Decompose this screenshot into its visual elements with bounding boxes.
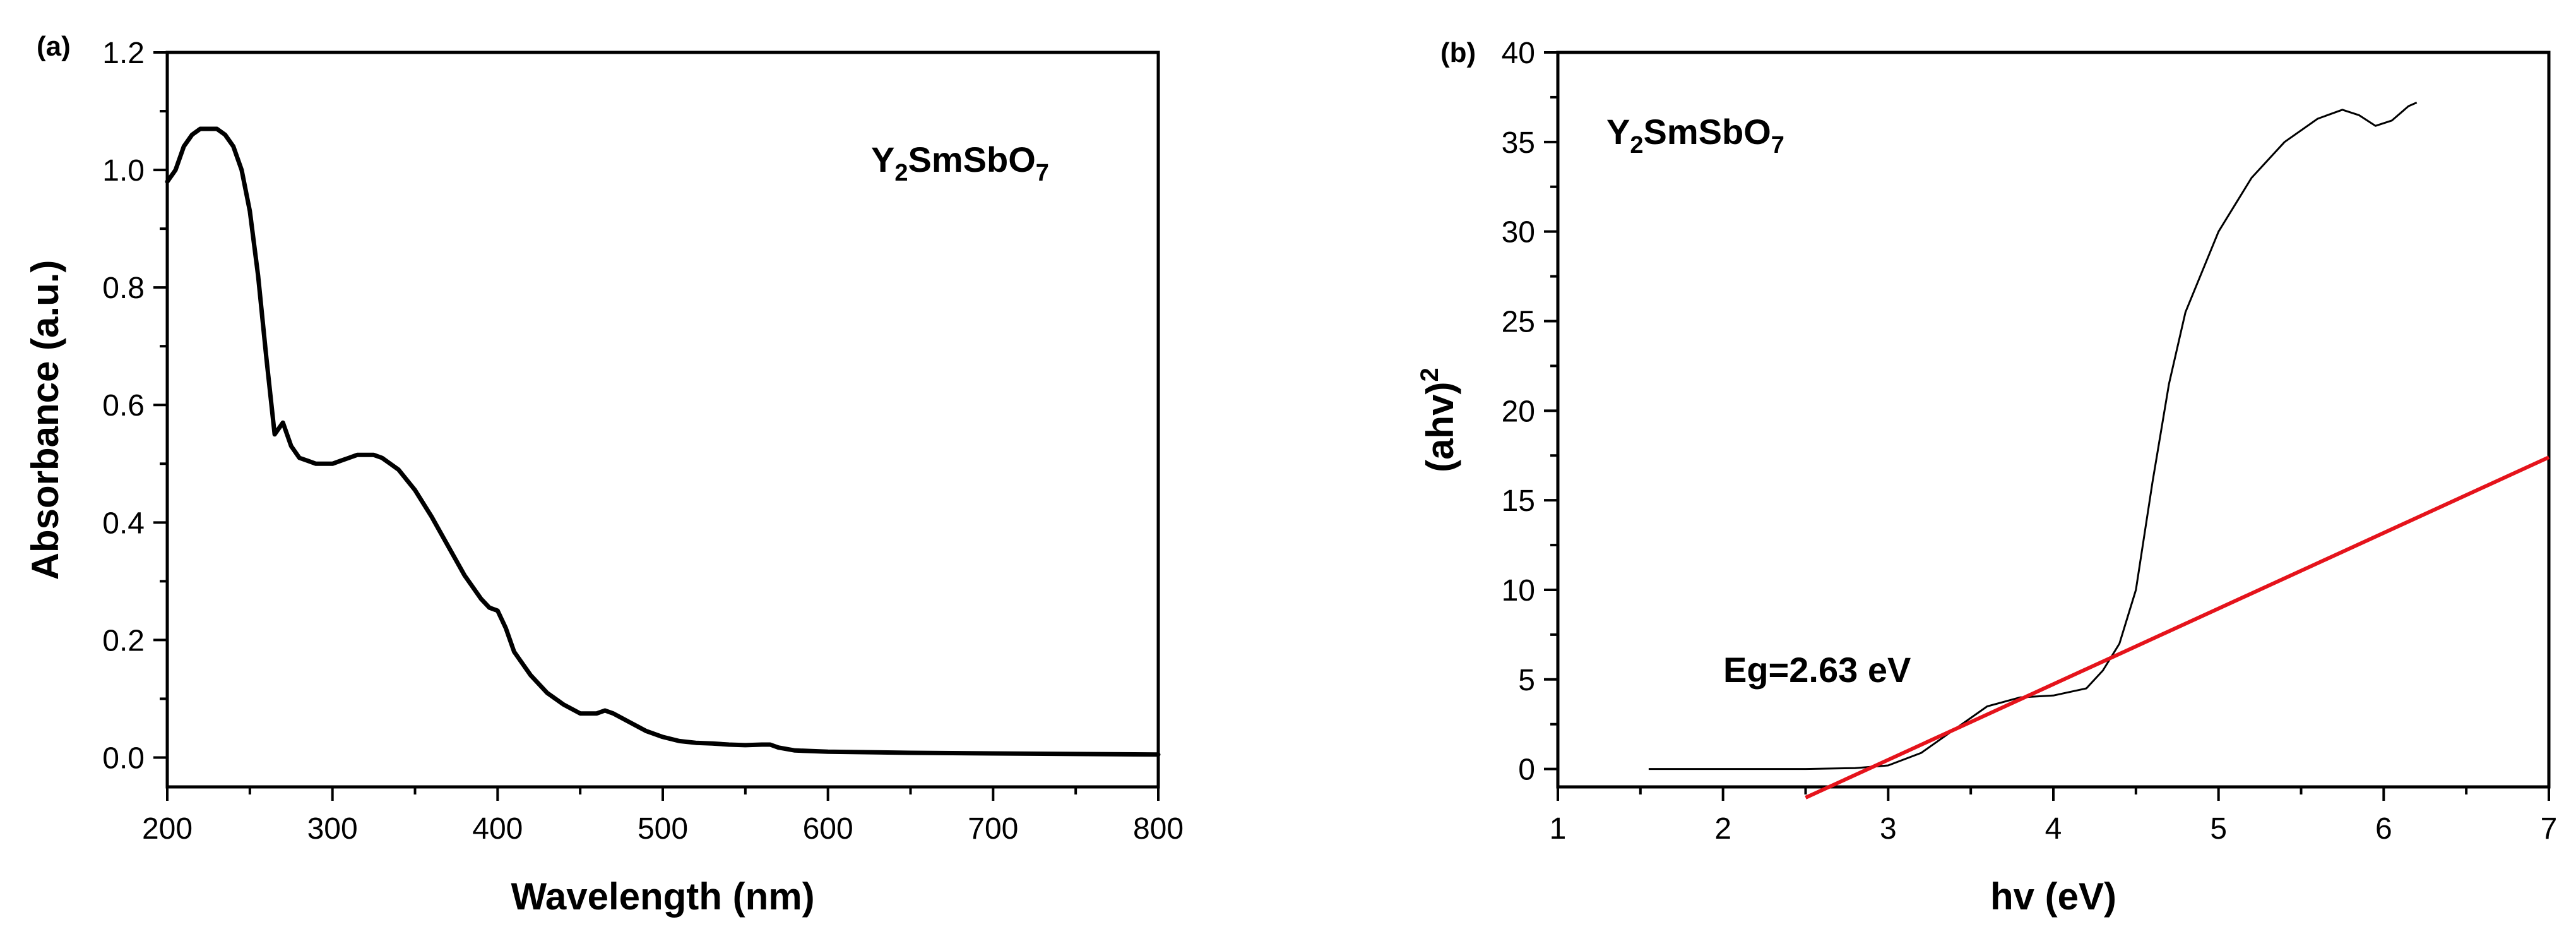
y-tick-label: 5 (1518, 664, 1535, 697)
compound-annotation: Y2SmSbO7 (871, 140, 1049, 186)
y-tick-label: 0 (1518, 753, 1535, 787)
annotation-sub-2: 2 (894, 160, 908, 186)
x-axis-label: Wavelength (nm) (511, 875, 814, 918)
bandgap-label: Eg=2.63 eV (1723, 650, 1911, 690)
y-tick-label: 0.0 (102, 741, 145, 775)
y-tick-label: 0.2 (102, 624, 145, 657)
y-tick-label: 0.6 (102, 389, 145, 423)
compound-annotation: Y2SmSbO7 (1606, 112, 1784, 159)
annotation-sub-2: 2 (1630, 132, 1643, 159)
panel-b-tauc-plot: 1 2 3 4 5 6 7 0 5 10 15 20 25 30 35 40 (b) hv (eV) (ah… (1416, 37, 2557, 918)
x-tick-label: 4 (2045, 812, 2062, 846)
x-tick-label: 6 (2375, 812, 2392, 846)
plot-frame (1556, 51, 2551, 789)
y-axis-label: Absorbance (a.u.) (24, 260, 66, 580)
x-tick-label: 700 (968, 812, 1018, 846)
annotation-sub-7: 7 (1036, 160, 1049, 186)
x-tick-label: 300 (307, 812, 358, 846)
x-tick-label: 2 (1714, 812, 1731, 846)
annotation-y: Y (871, 140, 894, 179)
x-tick-label: 5 (2210, 812, 2227, 846)
x-tick-label: 3 (1880, 812, 1897, 846)
annotation-y: Y (1606, 112, 1630, 152)
panel-label: (a) (37, 31, 71, 62)
annotation-main: SmSbO (908, 140, 1036, 179)
bandgap-fit-line (1805, 455, 2550, 800)
x-axis-ticks: 1 2 3 4 5 6 7 (1550, 787, 2558, 846)
y-tick-label: 25 (1502, 305, 1535, 339)
y-axis-label: (ahv)2 (1416, 368, 1461, 472)
y-axis-label-text: (ahv) (1419, 381, 1461, 472)
y-axis-ticks: 0.0 0.2 0.4 0.6 0.8 1.0 1.2 (102, 37, 167, 775)
annotation-sub-7: 7 (1771, 132, 1784, 159)
x-tick-label: 1 (1550, 812, 1567, 846)
x-tick-label: 400 (472, 812, 523, 846)
tauc-curve (1648, 102, 2418, 770)
panel-label: (b) (1440, 37, 1476, 68)
y-tick-label: 1.0 (102, 154, 145, 188)
y-tick-label: 40 (1502, 37, 1535, 70)
x-axis-ticks: 200 300 400 500 600 700 800 (142, 787, 1184, 846)
y-tick-label: 0.8 (102, 272, 145, 305)
y-tick-label: 15 (1502, 484, 1535, 518)
x-axis-label: hv (eV) (1990, 875, 2116, 918)
x-tick-label: 800 (1133, 812, 1184, 846)
y-tick-label: 0.4 (102, 506, 145, 540)
y-axis-label-superscript: 2 (1416, 368, 1444, 381)
x-tick-label: 200 (142, 812, 193, 846)
absorbance-curve (165, 126, 1161, 757)
x-tick-label: 500 (638, 812, 688, 846)
annotation-main: SmSbO (1644, 112, 1771, 152)
y-tick-label: 30 (1502, 216, 1535, 249)
y-tick-label: 10 (1502, 574, 1535, 608)
y-tick-label: 35 (1502, 126, 1535, 160)
x-tick-label: 7 (2541, 812, 2558, 846)
panel-a-absorbance-chart: 200 300 400 500 600 700 800 0.0 0.2 0.4 0.6 0.8 1.0… (24, 31, 1184, 918)
y-tick-label: 1.2 (102, 37, 145, 70)
y-tick-label: 20 (1502, 395, 1535, 428)
x-tick-label: 600 (803, 812, 853, 846)
y-axis-ticks: 0 5 10 15 20 25 30 35 40 (1502, 37, 1558, 787)
